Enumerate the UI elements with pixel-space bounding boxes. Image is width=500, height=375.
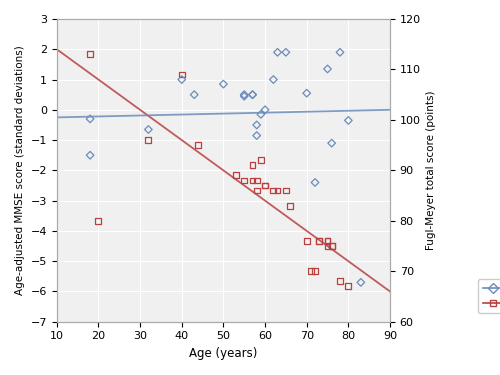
Point xyxy=(178,76,186,82)
Point xyxy=(252,177,260,183)
Legend: MMSE, FM-total: MMSE, FM-total xyxy=(478,279,500,314)
Y-axis label: Fugl-Meyer total score (points): Fugl-Meyer total score (points) xyxy=(426,91,436,250)
Point xyxy=(328,243,336,249)
Point xyxy=(240,177,248,183)
Point xyxy=(311,180,319,186)
Point xyxy=(324,243,332,249)
Point xyxy=(315,238,323,244)
Point xyxy=(274,188,281,194)
Point xyxy=(261,107,269,113)
Point xyxy=(344,284,352,290)
Point xyxy=(94,218,102,224)
Point xyxy=(336,278,344,284)
Point xyxy=(311,268,319,274)
Point xyxy=(240,93,248,99)
Point xyxy=(248,92,256,98)
Point xyxy=(252,122,260,128)
Point xyxy=(257,111,265,117)
Point xyxy=(302,238,310,244)
Point xyxy=(86,152,94,158)
Point xyxy=(252,132,260,138)
Point xyxy=(261,183,269,189)
Point xyxy=(144,126,152,132)
Point xyxy=(302,90,310,96)
Point xyxy=(328,243,336,249)
Point xyxy=(344,117,352,123)
Y-axis label: Age-adjusted MMSE score (standard deviations): Age-adjusted MMSE score (standard deviat… xyxy=(15,45,25,295)
Point xyxy=(252,188,260,194)
Point xyxy=(240,92,248,98)
Point xyxy=(324,238,332,244)
Point xyxy=(86,116,94,122)
Point xyxy=(357,279,365,285)
Point xyxy=(144,137,152,143)
Point xyxy=(248,177,256,183)
Point xyxy=(274,49,281,55)
Point xyxy=(86,51,94,57)
Point xyxy=(261,183,269,189)
Point xyxy=(270,188,278,194)
Point xyxy=(315,238,323,244)
Point xyxy=(324,66,332,72)
Point xyxy=(178,72,186,78)
Point xyxy=(257,157,265,163)
Point xyxy=(248,92,256,98)
Point xyxy=(190,92,198,98)
Point xyxy=(328,140,336,146)
Point xyxy=(270,76,278,82)
Point xyxy=(324,238,332,244)
Point xyxy=(232,172,240,178)
Point xyxy=(194,142,202,148)
Point xyxy=(286,202,294,208)
X-axis label: Age (years): Age (years) xyxy=(189,347,258,360)
Point xyxy=(307,268,315,274)
Point xyxy=(282,188,290,194)
Point xyxy=(220,81,228,87)
Point xyxy=(248,162,256,168)
Point xyxy=(336,49,344,55)
Point xyxy=(282,49,290,55)
